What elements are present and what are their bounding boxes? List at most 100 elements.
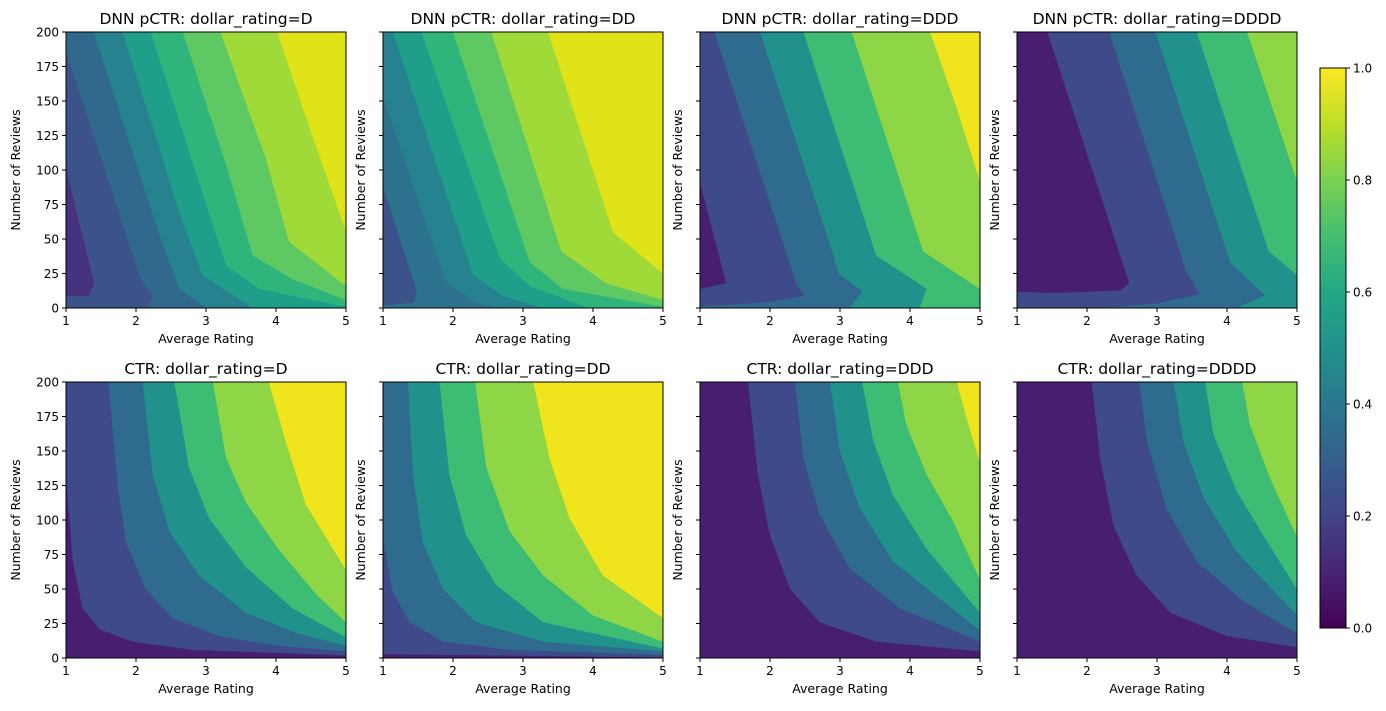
- y-tick-label: 100: [36, 514, 59, 528]
- contour-band: [930, 32, 980, 182]
- x-tick-label: 5: [659, 314, 667, 328]
- x-tick-label: 4: [272, 314, 280, 328]
- x-axis-label: Average Rating: [475, 331, 571, 346]
- colorbar-tick-label: 0.0: [1353, 622, 1372, 636]
- y-tick-label: 75: [44, 548, 59, 562]
- contour-area: [700, 32, 980, 308]
- subplot-title: DNN pCTR: dollar_rating=DDDD: [1033, 10, 1282, 29]
- y-axis-label: Number of Reviews: [8, 109, 23, 230]
- contour-band: [268, 382, 346, 571]
- x-tick-label: 1: [1013, 314, 1021, 328]
- contour-band: [851, 32, 980, 289]
- x-tick-label: 4: [589, 314, 597, 328]
- contour-area: [700, 382, 980, 658]
- x-tick-label: 1: [379, 314, 387, 328]
- x-tick-label: 1: [62, 314, 70, 328]
- y-tick-label: 125: [36, 479, 59, 493]
- contour-band: [277, 32, 346, 231]
- x-tick-label: 5: [1293, 314, 1301, 328]
- subplot-title: CTR: dollar_rating=DDDD: [1058, 360, 1257, 379]
- contour-band: [383, 187, 417, 306]
- y-axis-label: Number of Reviews: [987, 459, 1002, 580]
- contour-area: [1017, 382, 1297, 658]
- y-tick-label: 175: [36, 60, 59, 74]
- x-tick-label: 3: [1153, 314, 1161, 328]
- y-axis-label: Number of Reviews: [670, 459, 685, 580]
- x-tick-label: 1: [696, 664, 704, 678]
- x-tick-label: 5: [342, 664, 350, 678]
- y-axis-label: Number of Reviews: [353, 459, 368, 580]
- contour-area: [66, 32, 346, 308]
- y-tick-label: 200: [36, 376, 59, 390]
- y-tick-label: 0: [51, 302, 59, 316]
- y-tick-label: 25: [44, 617, 59, 631]
- colorbar-tick-label: 1.0: [1353, 62, 1372, 76]
- subplot-title: DNN pCTR: dollar_rating=DD: [411, 10, 636, 29]
- y-axis-label: Number of Reviews: [353, 109, 368, 230]
- x-tick-label: 2: [449, 314, 457, 328]
- y-tick-label: 0: [51, 652, 59, 666]
- contour-band: [897, 382, 980, 580]
- x-tick-label: 1: [696, 314, 704, 328]
- subplot-title: DNN pCTR: dollar_rating=D: [99, 10, 312, 29]
- x-axis-label: Average Rating: [1109, 331, 1205, 346]
- x-tick-label: 5: [976, 664, 984, 678]
- y-tick-label: 50: [44, 233, 59, 247]
- x-tick-label: 5: [659, 664, 667, 678]
- subplot-title: DNN pCTR: dollar_rating=DDD: [722, 10, 959, 29]
- subplot-title: CTR: dollar_rating=DDD: [747, 360, 934, 379]
- contour-band: [956, 382, 980, 463]
- subplot: 1 2 3 4 5 CTR: dollar_rating=DDD Average Ratin…: [670, 360, 984, 696]
- x-tick-label: 1: [379, 664, 387, 678]
- contour-band: [533, 382, 663, 619]
- x-tick-label: 3: [836, 314, 844, 328]
- y-axis-label: Number of Reviews: [670, 109, 685, 230]
- subplot-title: CTR: dollar_rating=DD: [435, 360, 610, 379]
- x-tick-label: 3: [202, 664, 210, 678]
- colorbar-tick-label: 0.6: [1353, 286, 1372, 300]
- x-axis-label: Average Rating: [792, 331, 888, 346]
- subplot: 1 2 3 4 5 DNN pCTR: dollar_rating=DD Average R…: [353, 10, 667, 346]
- y-tick-label: 125: [36, 129, 59, 143]
- x-tick-label: 3: [519, 664, 527, 678]
- contour-band: [547, 32, 663, 274]
- y-tick-label: 175: [36, 410, 59, 424]
- contour-band: [1242, 382, 1297, 537]
- x-tick-label: 4: [1223, 314, 1231, 328]
- contour-area: [383, 32, 663, 308]
- contour-area: [66, 382, 346, 658]
- y-axis-label: Number of Reviews: [8, 459, 23, 580]
- x-tick-label: 4: [272, 664, 280, 678]
- contour-area: [1017, 32, 1297, 308]
- subplot: 1 2 3 4 5 DNN pCTR: dollar_rating=DDD Average …: [670, 10, 984, 346]
- subplot: 1 2 3 4 5 CTR: dollar_rating=DDDD Average Rati…: [987, 360, 1301, 696]
- y-tick-label: 50: [44, 583, 59, 597]
- x-tick-label: 5: [1293, 664, 1301, 678]
- x-tick-label: 2: [449, 664, 457, 678]
- x-tick-label: 4: [1223, 664, 1231, 678]
- y-axis-label: Number of Reviews: [987, 109, 1002, 230]
- y-tick-label: 150: [36, 445, 59, 459]
- x-tick-label: 4: [589, 664, 597, 678]
- colorbar-gradient: [1319, 67, 1347, 629]
- x-tick-label: 3: [1153, 664, 1161, 678]
- y-tick-label: 75: [44, 198, 59, 212]
- x-tick-label: 4: [906, 314, 914, 328]
- x-axis-label: Average Rating: [158, 681, 254, 696]
- x-tick-label: 2: [1083, 664, 1091, 678]
- x-tick-label: 3: [836, 664, 844, 678]
- x-axis-label: Average Rating: [1109, 681, 1205, 696]
- x-tick-label: 2: [1083, 314, 1091, 328]
- colorbar: 0.0 0.2 0.4 0.6 0.8 1.0: [1319, 62, 1372, 636]
- x-tick-label: 1: [1013, 664, 1021, 678]
- x-axis-label: Average Rating: [475, 681, 571, 696]
- contour-band: [1017, 32, 1130, 294]
- x-tick-label: 2: [132, 314, 140, 328]
- subplot-title: CTR: dollar_rating=D: [124, 360, 287, 379]
- y-tick-label: 25: [44, 267, 59, 281]
- contour-area: [383, 382, 663, 658]
- contour-band: [1247, 32, 1297, 182]
- subplot: 1 2 3 4 5 CTR: dollar_rating=DD Average Rating…: [353, 360, 667, 696]
